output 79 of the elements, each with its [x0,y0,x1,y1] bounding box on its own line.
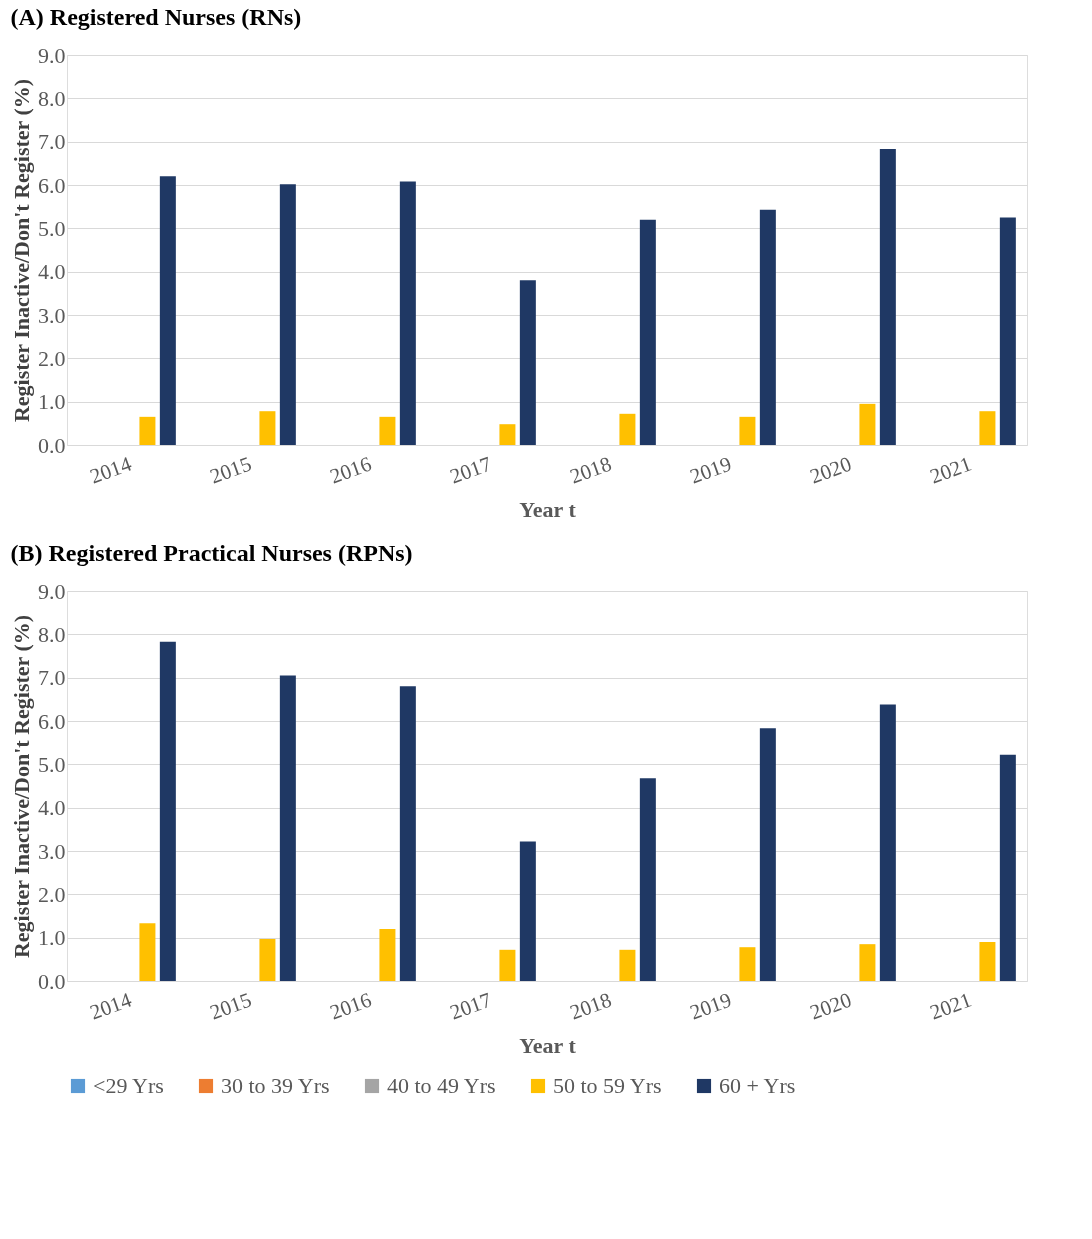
bar [739,947,756,981]
legend-label: 50 to 59 Yrs [553,1073,662,1098]
y-tick-label: 8.0 [38,621,66,647]
bar [759,728,776,981]
y-axis-title: Register Inactive/Don't Register (%) [9,78,34,423]
bar [879,149,896,445]
y-tick-label: 4.0 [38,795,66,821]
x-tick-label: 2019 [686,987,735,1025]
bar [139,416,156,445]
y-tick-label: 5.0 [38,215,66,241]
y-tick-label: 3.0 [38,838,66,864]
legend-label: 60 + Yrs [719,1073,796,1098]
bar [519,280,536,445]
x-tick-label: 2014 [86,987,135,1025]
bar [139,923,156,981]
y-tick-label: 6.0 [38,172,66,198]
bar [499,949,516,981]
bar [259,411,276,445]
legend-label: <29 Yrs [93,1073,164,1098]
y-tick-label: 1.0 [38,389,66,415]
bar [379,929,396,981]
x-tick-label: 2018 [566,451,615,489]
y-tick-label: 1.0 [38,925,66,951]
x-tick-label: 2021 [926,451,975,489]
x-tick-label: 2014 [86,451,135,489]
bar [979,411,996,445]
bar [999,217,1016,445]
y-tick-label: 9.0 [38,42,66,68]
x-tick-label: 2020 [806,987,855,1025]
bar [259,938,276,981]
x-tick-label: 2015 [206,451,255,489]
y-tick-label: 8.0 [38,85,66,111]
bar [279,184,296,445]
bar [499,424,516,445]
x-tick-label: 2016 [326,987,375,1025]
bar [279,675,296,981]
bar [159,641,176,981]
y-tick-label: 6.0 [38,708,66,734]
legend-label: 40 to 49 Yrs [387,1073,496,1098]
x-tick-label: 2017 [446,987,495,1025]
y-tick-label: 5.0 [38,751,66,777]
bar [619,949,636,981]
y-tick-label: 0.0 [38,968,66,994]
y-axis-title: Register Inactive/Don't Register (%) [9,614,34,959]
x-axis-title: Year t [519,496,577,522]
y-tick-label: 4.0 [38,259,66,285]
y-tick-label: 7.0 [38,129,66,155]
bar [639,778,656,981]
bar [399,181,416,445]
chart-title: (B) Registered Practical Nurses (RPNs) [10,540,413,566]
x-axis-title: Year t [519,1032,577,1058]
legend-label: 30 to 39 Yrs [221,1073,330,1098]
bar [979,942,996,981]
bar [379,416,396,445]
bar [399,686,416,981]
y-tick-label: 2.0 [38,881,66,907]
x-tick-label: 2016 [326,451,375,489]
bar [519,841,536,981]
bar [759,209,776,445]
x-tick-label: 2019 [686,451,735,489]
bar [639,219,656,445]
y-tick-label: 0.0 [38,432,66,458]
x-tick-label: 2021 [926,987,975,1025]
bar [859,944,876,981]
y-tick-label: 2.0 [38,345,66,371]
y-tick-label: 3.0 [38,302,66,328]
bar [879,704,896,981]
x-tick-label: 2015 [206,987,255,1025]
bar [739,416,756,445]
bar [619,413,636,445]
y-tick-label: 7.0 [38,665,66,691]
bar [999,754,1016,981]
y-tick-label: 9.0 [38,578,66,604]
bar [859,403,876,445]
x-tick-label: 2017 [446,451,495,489]
bar [159,176,176,445]
x-tick-label: 2018 [566,987,615,1025]
chart-title: (A) Registered Nurses (RNs) [10,4,302,30]
x-tick-label: 2020 [806,451,855,489]
